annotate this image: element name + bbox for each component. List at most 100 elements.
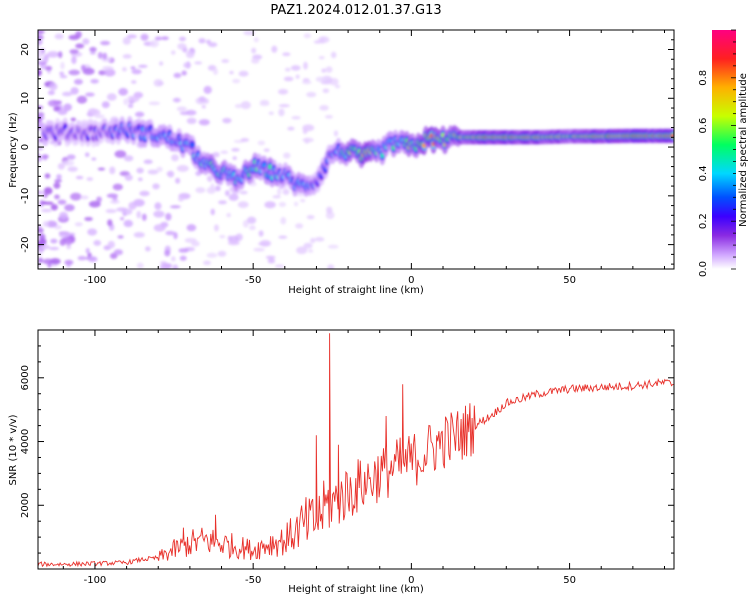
heatmap-noise-cell — [296, 246, 308, 255]
heatmap-noise-cell — [38, 250, 43, 256]
heatmap-noise-cell — [303, 61, 308, 70]
heatmap-noise-cell — [47, 90, 55, 96]
heatmap-noise-cell — [321, 68, 327, 73]
heatmap-noise-cell — [109, 199, 120, 204]
heatmap-noise-cell — [38, 190, 44, 195]
heatmap-noise-cell — [179, 111, 190, 116]
heatmap-noise-cell — [271, 45, 278, 53]
heatmap-noise-cell — [116, 207, 128, 212]
heatmap-noise-cell — [104, 68, 116, 77]
heatmap-noise-cell — [272, 195, 281, 199]
heatmap-noise-cell — [64, 259, 74, 266]
heatmap-noise-cell — [93, 239, 102, 246]
heatmap-noise-cell — [330, 51, 337, 59]
heatmap-noise-cell — [58, 231, 70, 239]
y-tick-label: 6000 — [20, 365, 31, 390]
heatmap-noise-cell — [50, 238, 58, 244]
heatmap-noise-cell — [229, 71, 234, 75]
heatmap-noise-cell — [210, 183, 215, 191]
heatmap-noise-cell — [334, 84, 341, 89]
heatmap-noise-cell — [212, 151, 220, 158]
heatmap-noise-cell — [139, 190, 150, 197]
heatmap-noise-cell — [60, 61, 65, 70]
heatmap-noise-cell — [220, 150, 229, 154]
heatmap-noise-cell — [131, 80, 137, 84]
y-tick-label: 10 — [20, 92, 31, 105]
heatmap-noise-cell — [194, 61, 203, 65]
snr-series-line — [38, 333, 674, 568]
heatmap-noise-cell — [97, 167, 106, 171]
heatmap-noise-cell — [38, 112, 45, 118]
x-tick-label: -100 — [84, 275, 107, 286]
heatmap-noise-cell — [218, 200, 227, 205]
heatmap-noise-cell — [165, 213, 172, 221]
heatmap-noise-cell — [268, 111, 274, 115]
heatmap-noise-cell — [148, 101, 161, 106]
heatmap-noise-cell — [153, 210, 165, 218]
heatmap-noise-cell — [38, 105, 44, 110]
heatmap-noise-cell — [77, 255, 87, 261]
heatmap-noise-cell — [123, 98, 129, 106]
heatmap-noise-cell — [154, 36, 163, 41]
heatmap-noise-cell — [322, 88, 330, 94]
heatmap-noise-cell — [126, 34, 137, 39]
heatmap-noise-cell — [106, 93, 117, 101]
heatmap-noise-cell — [306, 215, 315, 220]
heatmap-noise-cell — [164, 249, 171, 257]
heatmap-noise-cell — [287, 126, 295, 131]
heatmap-noise-cell — [159, 263, 172, 269]
heatmap-noise-cell — [58, 51, 63, 59]
heatmap-noise-cell — [113, 249, 123, 256]
heatmap-noise-cell — [123, 155, 134, 162]
heatmap-noise-cell — [136, 167, 144, 174]
heatmap-noise-cell — [171, 154, 179, 162]
heatmap-noise-cell — [221, 59, 230, 63]
heatmap-noise-cell — [183, 62, 192, 69]
heatmap-noise-cell — [265, 255, 276, 259]
heatmap-noise-cell — [152, 183, 160, 190]
heatmap-noise-cell — [57, 108, 68, 116]
colorbar-tick-label: 0.4 — [698, 165, 709, 181]
heatmap-noise-cell — [206, 252, 218, 258]
heatmap-noise-cell — [118, 88, 128, 96]
heatmap-noise-cell — [80, 64, 86, 71]
heatmap-noise-cell — [325, 114, 333, 119]
heatmap-noise-cell — [177, 43, 187, 50]
heatmap-noise-cell — [38, 225, 42, 229]
heatmap-noise-cell — [303, 33, 311, 39]
heatmap-noise-cell — [191, 240, 200, 247]
heatmap-noise-cell — [154, 202, 162, 210]
y-tick-label: 0 — [20, 144, 31, 150]
heatmap-noise-cell — [38, 147, 44, 151]
heatmap-noise-cell — [39, 244, 51, 250]
heatmap-noise-cell — [303, 242, 313, 249]
heatmap-noise-cell — [210, 208, 215, 216]
heatmap-noise-cell — [109, 166, 116, 175]
heatmap-core-cell — [190, 142, 195, 148]
heatmap-noise-cell — [84, 152, 90, 158]
heatmap-noise-cell — [169, 205, 181, 209]
x-tick-label: 50 — [563, 575, 576, 586]
heatmap-noise-cell — [290, 65, 301, 71]
heatmap-noise-cell — [40, 208, 52, 213]
heatmap-noise-cell — [101, 101, 110, 109]
heatmap-noise-cell — [171, 50, 176, 55]
heatmap-noise-cell — [50, 204, 58, 211]
heatmap-noise-cell — [274, 264, 285, 268]
heatmap-noise-cell — [73, 78, 83, 85]
heatmap-noise-cell — [251, 57, 260, 64]
snr-plot-area — [38, 330, 674, 569]
heatmap-noise-cell — [308, 249, 314, 253]
heatmap-noise-cell — [249, 225, 256, 231]
heatmap-noise-cell — [59, 71, 65, 76]
heatmap-noise-cell — [203, 85, 212, 94]
heatmap-noise-cell — [84, 216, 93, 221]
heatmap-noise-cell — [85, 92, 95, 97]
heatmap-noise-cell — [284, 67, 291, 72]
heatmap-noise-cell — [86, 177, 94, 181]
heatmap-noise-cell — [301, 80, 312, 85]
heatmap-noise-cell — [226, 212, 232, 218]
heatmap-noise-cell — [54, 194, 60, 200]
heatmap-noise-cell — [222, 117, 232, 124]
heatmap-noise-cell — [319, 105, 329, 111]
